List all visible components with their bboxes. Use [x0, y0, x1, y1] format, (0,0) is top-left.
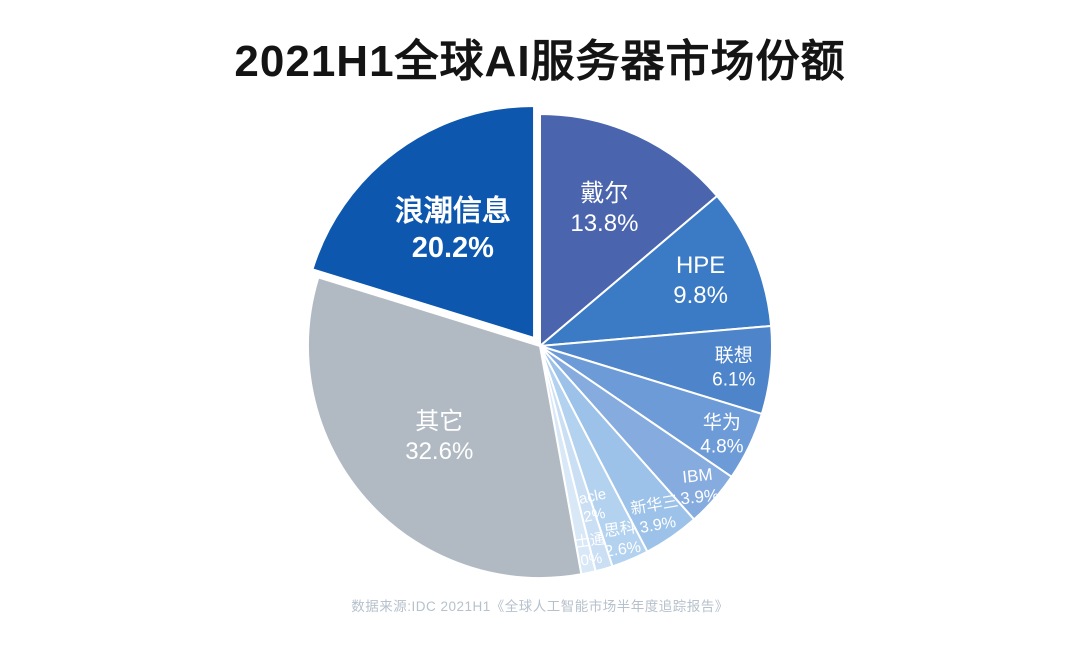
pie-label-inspur: 浪潮信息 20.2% [395, 194, 511, 264]
pie-label-cisco: 思科2.6% [601, 518, 642, 561]
pie-label-hpe: HPE 9.8% [673, 252, 728, 309]
pie-label-huawei: 华为 4.8% [700, 412, 743, 458]
data-source-note: 数据来源:IDC 2021H1《全球人工智能市场半年度追踪报告》 [351, 599, 729, 614]
pie-label-dell: 戴尔 13.8% [570, 180, 638, 237]
pie-slice-inspur [311, 104, 536, 339]
pie-slice-dell [539, 113, 719, 347]
pie-slice-others [307, 276, 583, 579]
chart-title: 2021H1全球AI服务器市场份额 [234, 37, 846, 86]
pie-slice-hpe [539, 195, 773, 347]
pie-label-others: 其它 32.6% [405, 408, 473, 465]
pie-label-lenovo: 联想 6.1% [712, 345, 755, 391]
pie-label-ibm: IBM3.9% [677, 464, 720, 508]
